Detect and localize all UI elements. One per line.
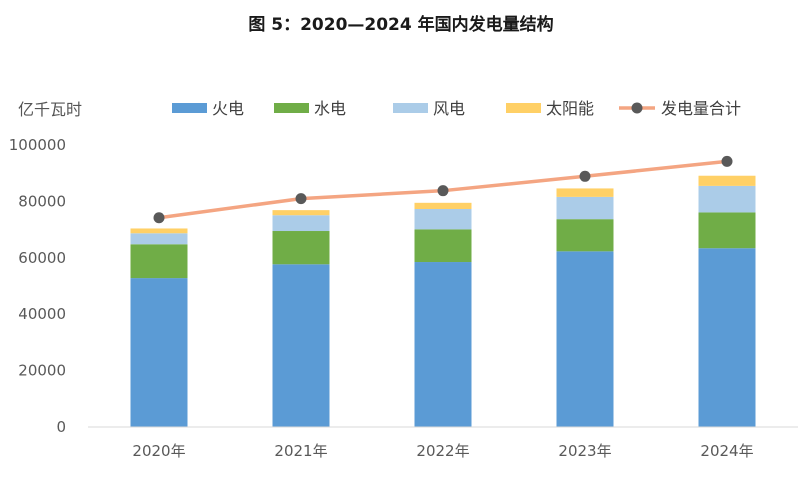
bar-segment bbox=[272, 231, 330, 265]
bar-segment bbox=[272, 215, 330, 232]
bar-segment bbox=[556, 219, 614, 252]
x-axis-ticks: 2020年 2021年 2022年 2023年 2024年 bbox=[132, 442, 753, 460]
bar-segment bbox=[414, 229, 472, 263]
chart-title: 图 5：2020—2024 年国内发电量结构 bbox=[248, 14, 553, 35]
x-tick-label: 2020年 bbox=[132, 442, 185, 460]
x-tick-label: 2023年 bbox=[558, 442, 611, 460]
legend-label: 太阳能 bbox=[546, 99, 594, 118]
bar-segment bbox=[272, 210, 330, 216]
legend-swatch bbox=[506, 103, 541, 113]
total-line-point bbox=[437, 185, 449, 197]
y-tick-label: 40000 bbox=[18, 305, 66, 323]
y-axis-unit-label: 亿千瓦时 bbox=[18, 100, 82, 119]
legend-line-marker bbox=[631, 102, 643, 114]
legend-label: 风电 bbox=[433, 99, 465, 118]
bar-segment bbox=[698, 212, 756, 249]
legend-label: 水电 bbox=[314, 99, 346, 118]
bars bbox=[130, 175, 756, 427]
bar-segment bbox=[414, 262, 472, 427]
y-axis-ticks: 0 20000 40000 60000 80000 100000 bbox=[9, 136, 66, 436]
bar-segment bbox=[130, 278, 188, 427]
bar-segment bbox=[556, 196, 614, 220]
bar-segment bbox=[698, 248, 756, 427]
y-tick-label: 0 bbox=[56, 418, 66, 436]
bar-segment bbox=[698, 185, 756, 213]
total-line bbox=[153, 155, 733, 224]
total-line-point bbox=[579, 170, 591, 182]
x-tick-label: 2022年 bbox=[416, 442, 469, 460]
legend-swatch bbox=[393, 103, 428, 113]
legend-swatch bbox=[172, 103, 207, 113]
total-line-point bbox=[295, 193, 307, 205]
x-tick-label: 2021年 bbox=[274, 442, 327, 460]
y-tick-label: 80000 bbox=[18, 192, 66, 210]
bar-segment bbox=[130, 244, 188, 279]
bar-segment bbox=[414, 202, 472, 210]
legend-label: 火电 bbox=[212, 99, 244, 118]
legend-label: 发电量合计 bbox=[661, 99, 741, 118]
total-line-point bbox=[721, 155, 733, 167]
y-tick-label: 100000 bbox=[9, 136, 66, 154]
legend: 火电 水电 风电 太阳能 发电量合计 bbox=[172, 99, 741, 118]
legend-swatch bbox=[274, 103, 309, 113]
y-tick-label: 60000 bbox=[18, 249, 66, 267]
bar-segment bbox=[414, 209, 472, 230]
y-tick-label: 20000 bbox=[18, 362, 66, 380]
total-line-point bbox=[153, 212, 165, 224]
bar-segment bbox=[130, 228, 188, 234]
bar-segment bbox=[556, 188, 614, 197]
x-tick-label: 2024年 bbox=[700, 442, 753, 460]
bar-segment bbox=[130, 233, 188, 245]
bar-segment bbox=[556, 251, 614, 427]
bar-segment bbox=[272, 264, 330, 427]
bar-segment bbox=[698, 175, 756, 186]
